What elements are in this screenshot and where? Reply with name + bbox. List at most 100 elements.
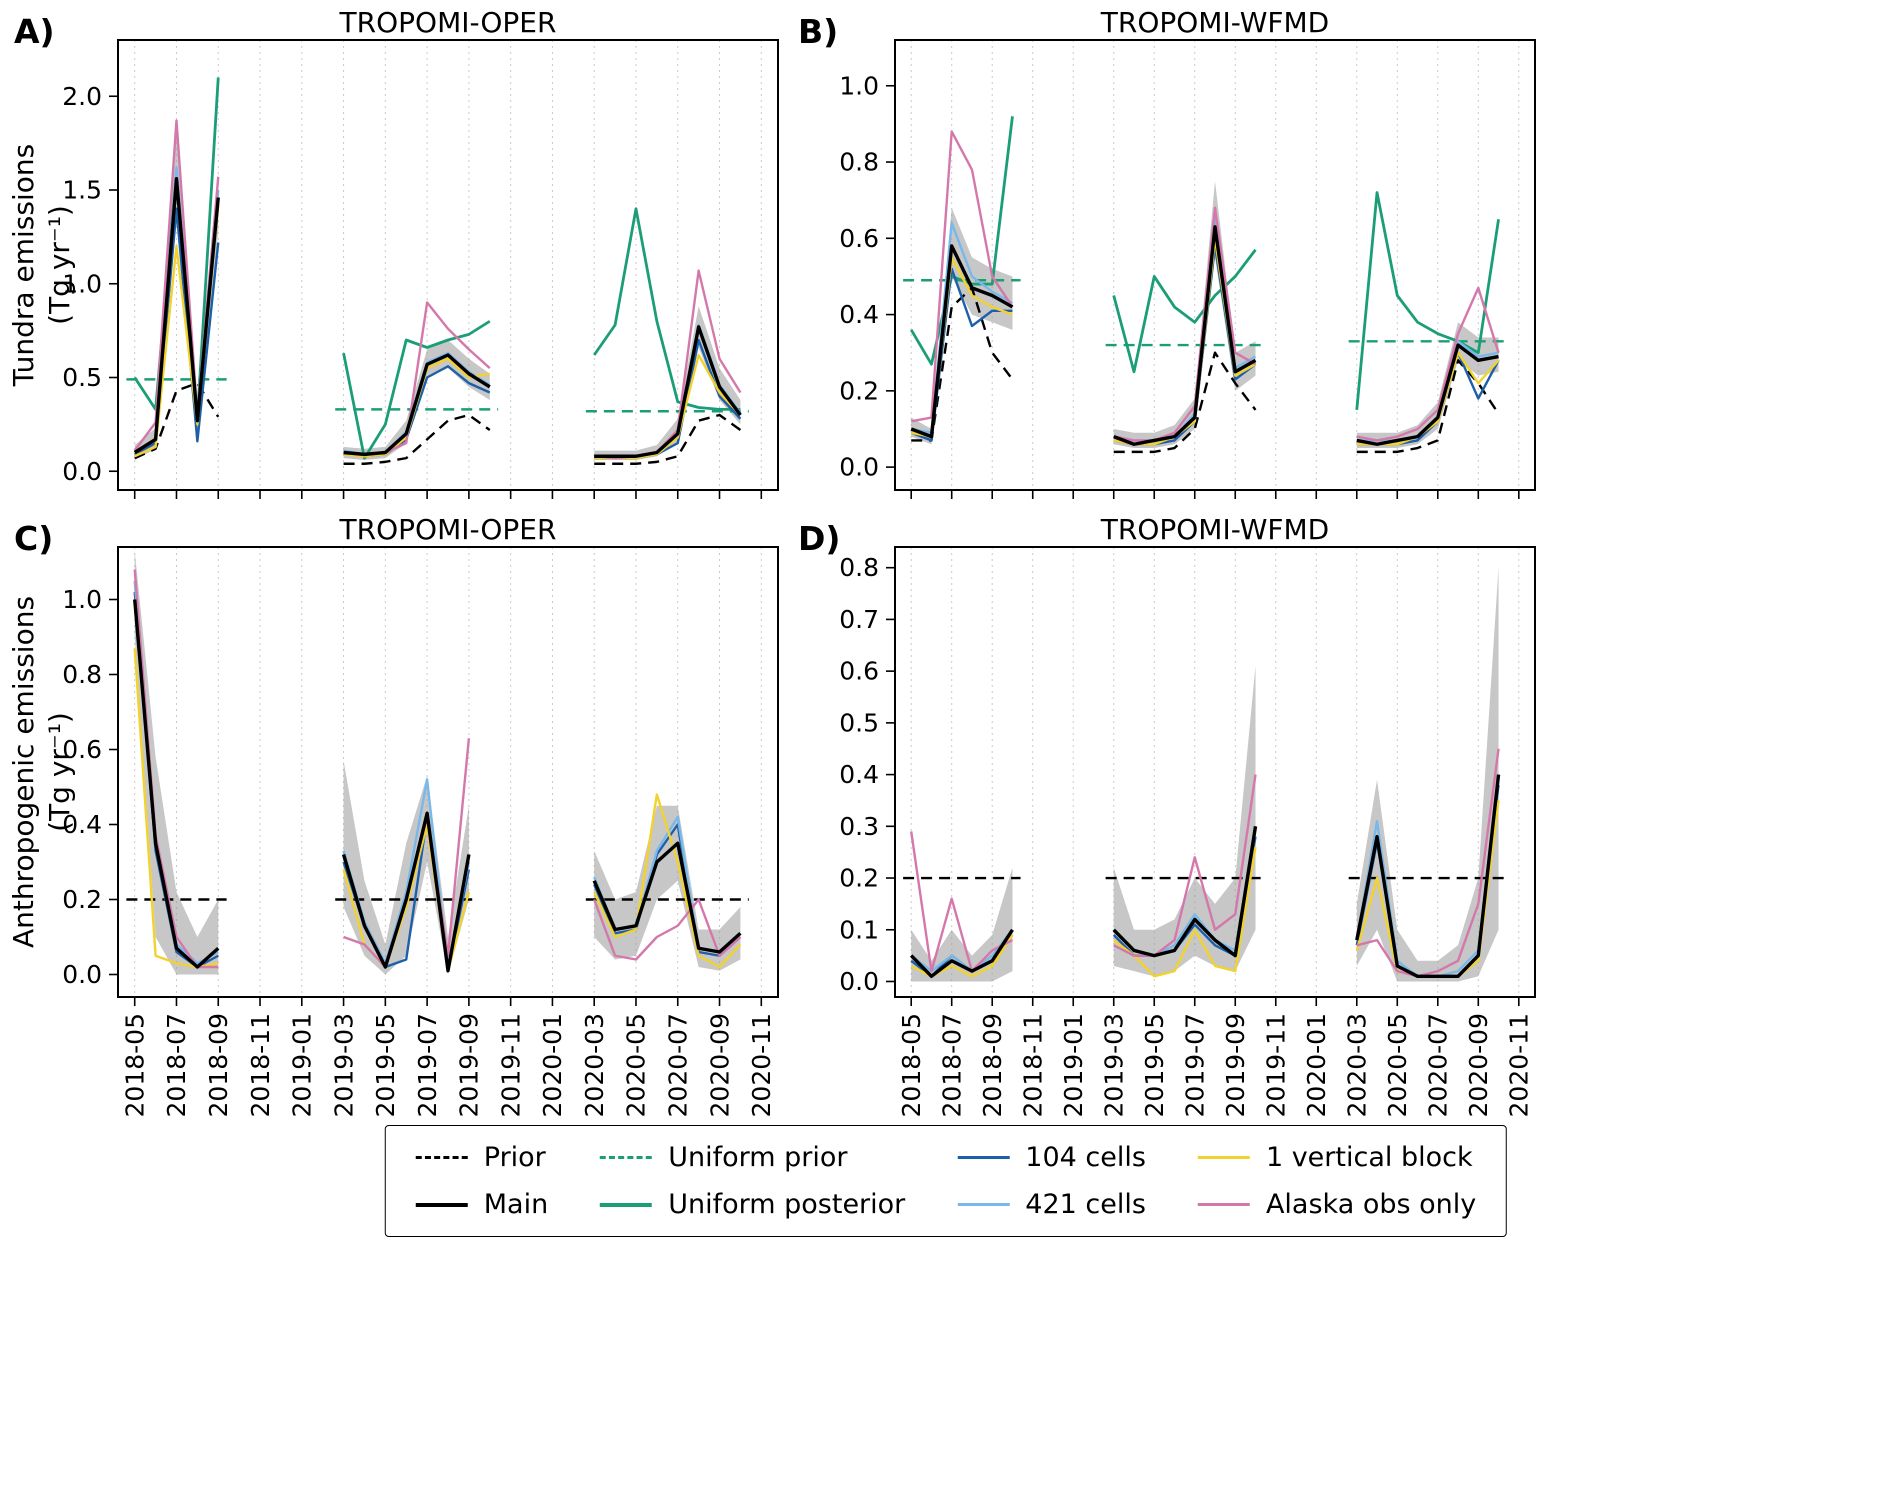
legend-label: 1 vertical block — [1265, 1142, 1473, 1173]
panel-A: 0.0 0.5 1.0 1.5 2.0 — [62, 39, 779, 499]
series-104-cells — [134, 207, 742, 460]
svg-text:2020-07: 2020-07 — [1424, 1013, 1453, 1117]
svg-text:2018-07: 2018-07 — [937, 1013, 966, 1117]
svg-text:2019-09: 2019-09 — [455, 1013, 484, 1117]
svg-text:0.7: 0.7 — [839, 605, 879, 634]
svg-text:0.8: 0.8 — [839, 148, 879, 177]
uncertainty-band — [911, 567, 1499, 982]
svg-text:0.0: 0.0 — [839, 967, 879, 996]
uncertainty-band — [134, 550, 741, 975]
series-alaska-obs-only — [910, 130, 1500, 442]
svg-text:2019-09: 2019-09 — [1221, 1013, 1250, 1117]
legend-label: 421 cells — [1025, 1189, 1146, 1220]
plot-border — [117, 39, 779, 491]
svg-text:1.0: 1.0 — [62, 585, 102, 614]
svg-text:0.2: 0.2 — [839, 864, 879, 893]
legend-line-sample — [415, 1202, 468, 1207]
svg-text:2018-11: 2018-11 — [246, 1013, 275, 1117]
svg-text:2018-09: 2018-09 — [204, 1013, 233, 1117]
legend-item-104-cells: 104 cells — [957, 1142, 1146, 1173]
x-axis — [133, 490, 763, 499]
series-uniform-posterior — [133, 77, 741, 460]
legend-label: 104 cells — [1025, 1142, 1146, 1173]
svg-text:0.6: 0.6 — [62, 735, 102, 764]
x-axis: 2018-05 2018-07 2018-09 2018-11 2019-01 2019-… — [897, 997, 1534, 1117]
svg-text:2020-07: 2020-07 — [663, 1013, 692, 1117]
y-axis-label-anthropogenic: Anthropogenic emissions (Tg yr⁻¹) — [7, 595, 76, 949]
legend-line-sample — [600, 1202, 653, 1207]
legend-line-sample — [957, 1203, 1010, 1206]
legend-label: Uniform prior — [668, 1142, 848, 1173]
series-main — [133, 599, 742, 973]
svg-text:0.5: 0.5 — [839, 708, 879, 737]
legend: Prior Main Uniform prior Uniform posterior 1… — [384, 1125, 1508, 1237]
svg-text:2018-11: 2018-11 — [1018, 1013, 1047, 1117]
svg-text:2019-07: 2019-07 — [1180, 1013, 1209, 1117]
grid — [134, 40, 762, 490]
svg-text:2020-01: 2020-01 — [1302, 1013, 1331, 1117]
svg-text:0.0: 0.0 — [62, 960, 102, 989]
legend-label: Prior — [483, 1142, 546, 1173]
svg-text:2.0: 2.0 — [62, 82, 102, 111]
svg-text:2020-05: 2020-05 — [1383, 1013, 1412, 1117]
svg-text:2019-07: 2019-07 — [413, 1013, 442, 1117]
svg-text:1.0: 1.0 — [62, 269, 102, 298]
svg-text:2019-03: 2019-03 — [329, 1013, 358, 1117]
svg-text:0.8: 0.8 — [62, 660, 102, 689]
panel-title-a: TROPOMI-OPER — [339, 6, 557, 39]
svg-text:0.6: 0.6 — [839, 657, 879, 686]
plot-border — [117, 546, 779, 998]
y-axis: 0.0 0.2 0.4 0.6 0.8 1.0 — [839, 71, 895, 482]
svg-text:0.6: 0.6 — [839, 224, 879, 253]
legend-item-main: Main — [415, 1189, 548, 1220]
svg-text:2020-11: 2020-11 — [1505, 1013, 1534, 1117]
svg-text:0.4: 0.4 — [839, 300, 879, 329]
legend-line-sample — [1197, 1156, 1250, 1159]
series-main — [133, 177, 742, 458]
legend-label: Uniform posterior — [668, 1189, 906, 1220]
svg-text:1.0: 1.0 — [839, 71, 879, 100]
legend-line-sample — [1197, 1203, 1250, 1206]
svg-text:0.0: 0.0 — [62, 457, 102, 486]
svg-text:2020-01: 2020-01 — [538, 1013, 567, 1117]
svg-text:0.0: 0.0 — [839, 453, 879, 482]
svg-text:0.2: 0.2 — [839, 376, 879, 405]
y-axis: 0.0 0.1 0.2 0.3 0.4 0.5 0.6 0.7 0.8 — [839, 553, 895, 996]
svg-text:2020-05: 2020-05 — [622, 1013, 651, 1117]
series-alaska-obs-only — [910, 748, 1500, 978]
panel-title-d: TROPOMI-WFMD — [1100, 513, 1330, 546]
legend-line-sample — [957, 1156, 1010, 1159]
svg-text:0.4: 0.4 — [839, 760, 879, 789]
svg-text:2020-09: 2020-09 — [1464, 1013, 1493, 1117]
svg-text:0.8: 0.8 — [839, 553, 879, 582]
x-axis: 2018-05 2018-07 2018-09 2018-11 2019-01 2019-… — [120, 997, 776, 1117]
grid — [134, 547, 762, 997]
panel-letter-c: C) — [14, 519, 54, 558]
panel-B: 0.0 0.2 0.4 0.6 0.8 1.0 — [839, 39, 1536, 499]
plot-border — [894, 546, 1536, 998]
y-axis: 0.0 0.5 1.0 1.5 2.0 — [62, 82, 118, 486]
y-axis-label-tundra: Tundra emissions (Tg yr⁻¹) — [7, 143, 76, 387]
svg-text:2018-09: 2018-09 — [978, 1013, 1007, 1117]
svg-text:2020-09: 2020-09 — [705, 1013, 734, 1117]
legend-item-uniform-posterior: Uniform posterior — [600, 1189, 905, 1220]
panel-letter-b: B) — [798, 12, 839, 51]
svg-text:2018-05: 2018-05 — [120, 1013, 149, 1117]
panel-letter-a: A) — [14, 12, 55, 51]
legend-line-sample — [600, 1156, 653, 1159]
legend-items: Prior Main Uniform prior Uniform posterior 1… — [415, 1142, 1477, 1220]
svg-text:0.4: 0.4 — [62, 810, 102, 839]
legend-item-alaska-obs-only: Alaska obs only — [1197, 1189, 1477, 1220]
legend-label: Alaska obs only — [1265, 1189, 1477, 1220]
series-1-vertical-block — [133, 648, 742, 972]
svg-text:2019-03: 2019-03 — [1099, 1013, 1128, 1117]
svg-text:2019-05: 2019-05 — [371, 1013, 400, 1117]
svg-text:1.5: 1.5 — [62, 176, 102, 205]
plot-border — [894, 39, 1536, 491]
svg-text:2020-03: 2020-03 — [580, 1013, 609, 1117]
svg-text:0.2: 0.2 — [62, 885, 102, 914]
